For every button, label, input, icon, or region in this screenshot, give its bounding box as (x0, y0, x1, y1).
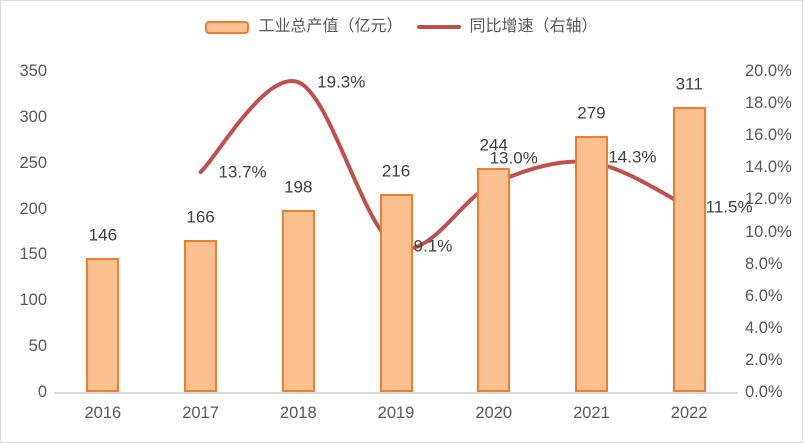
bar-value-label: 166 (186, 207, 215, 227)
bar-value-label: 279 (577, 103, 606, 123)
bar (86, 258, 120, 392)
bar (281, 210, 315, 392)
left-axis-tick: 200 (19, 199, 47, 218)
left-axis-tick: 0 (37, 382, 47, 401)
bar-value-label: 146 (88, 225, 118, 245)
x-axis-category-label: 2021 (573, 403, 610, 422)
x-axis-category-label: 2020 (475, 403, 513, 422)
left-axis-tick: 100 (19, 291, 47, 310)
left-axis-tick: 250 (19, 153, 47, 172)
left-axis-tick: 300 (19, 107, 47, 126)
x-axis-category-label: 2019 (377, 403, 415, 422)
bar (574, 136, 608, 392)
bar (672, 106, 706, 392)
right-axis-tick: 14.0% (745, 158, 792, 177)
right-axis-tick: 8.0% (745, 254, 783, 273)
legend-item-line-series: 同比增速（右轴） (416, 18, 598, 35)
legend-item-bar-series: 工业总产值（亿元） (205, 18, 403, 35)
legend: 工业总产值（亿元） 同比增速（右轴） (1, 19, 802, 35)
bar-value-label: 311 (675, 74, 703, 94)
bar (184, 239, 218, 392)
left-axis-tick: 350 (19, 61, 47, 80)
x-axis-line (54, 392, 738, 394)
right-axis-tick: 20.0% (745, 61, 792, 80)
bar-value-label: 198 (284, 177, 313, 197)
bar (379, 193, 413, 392)
left-axis-tick: 50 (28, 336, 47, 355)
line-value-label: 14.3% (608, 147, 657, 167)
x-axis-category-label: 2018 (279, 403, 317, 422)
bar-series-legend-label: 工业总产值（亿元） (258, 18, 403, 35)
x-axis-category-label: 2022 (670, 403, 708, 422)
right-axis-tick: 16.0% (745, 125, 792, 144)
x-axis-category-label: 2017 (182, 403, 219, 422)
line-value-label: 11.5% (705, 197, 753, 217)
left-axis-tick: 150 (19, 245, 47, 264)
bar-series-swatch-icon (205, 20, 250, 34)
right-axis-tick: 2.0% (745, 350, 783, 369)
right-axis-tick: 12.0% (745, 190, 792, 209)
right-axis-tick: 10.0% (745, 222, 792, 241)
right-axis-tick: 6.0% (745, 286, 783, 305)
right-axis-tick: 4.0% (745, 318, 783, 337)
bar-value-label: 216 (381, 161, 411, 181)
right-axis-tick: 0.0% (745, 382, 783, 401)
bar-value-label: 244 (479, 135, 508, 155)
line-value-label: 9.1% (413, 236, 453, 256)
line-series-swatch-icon (416, 25, 461, 29)
line-value-label: 13.0% (489, 148, 538, 168)
line-value-label: 13.7% (218, 162, 267, 182)
bar (477, 168, 511, 392)
line-series-legend-label: 同比增速（右轴） (469, 18, 598, 35)
line-value-label: 19.3% (317, 72, 366, 92)
right-axis-tick: 18.0% (745, 93, 792, 112)
x-axis-category-label: 2016 (84, 403, 122, 422)
